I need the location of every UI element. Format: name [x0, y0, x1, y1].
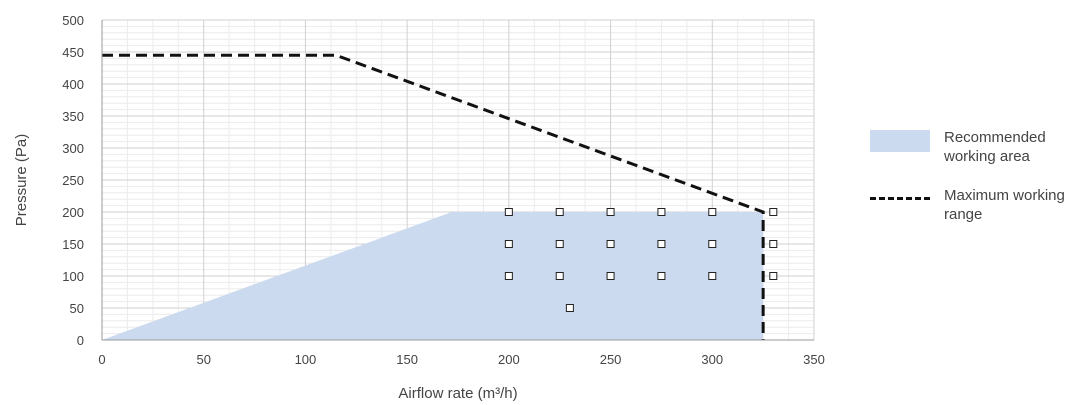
legend-swatch-dashed-line	[870, 186, 930, 208]
data-point-marker	[708, 240, 717, 248]
y-tick-label: 200	[62, 205, 84, 220]
data-point-marker	[657, 240, 666, 248]
y-axis-title: Pressure (Pa)	[13, 134, 30, 227]
maximum-working-range-line	[102, 53, 765, 340]
x-tick-label: 50	[196, 352, 210, 367]
data-point-marker	[606, 208, 615, 216]
data-point-marker	[708, 208, 717, 216]
data-point-marker	[504, 272, 513, 280]
data-point-marker	[555, 208, 564, 216]
legend-item-maximum-range: Maximum working range	[870, 186, 1075, 224]
y-tick-label: 100	[62, 269, 84, 284]
data-point-marker	[606, 240, 615, 248]
legend-item-recommended-area: Recommended working area	[870, 128, 1075, 166]
y-tick-label: 250	[62, 173, 84, 188]
y-tick-label: 300	[62, 141, 84, 156]
tick-labels: 0 50 100 150 200 250 300 350 0 50 100 150 200 250 300 3…	[62, 13, 825, 367]
x-tick-label: 300	[701, 352, 723, 367]
area-layer	[102, 212, 764, 340]
y-tick-label: 450	[62, 45, 84, 60]
data-point-marker	[769, 240, 778, 248]
y-tick-label: 50	[70, 301, 84, 316]
legend-label-area: Recommended working area	[944, 129, 1046, 165]
y-tick-label: 350	[62, 109, 84, 124]
y-tick-label: 150	[62, 237, 84, 252]
recommended-working-area	[102, 212, 764, 340]
y-tick-label: 400	[62, 77, 84, 92]
y-tick-label: 500	[62, 13, 84, 28]
legend-swatch-area	[870, 130, 930, 152]
x-tick-label: 150	[396, 352, 418, 367]
legend-label-line: Maximum working range	[944, 187, 1065, 223]
marker-layer	[504, 208, 778, 312]
data-point-marker	[657, 272, 666, 280]
data-point-marker	[504, 208, 513, 216]
x-tick-label: 200	[498, 352, 520, 367]
data-point-marker	[565, 304, 574, 312]
chart: 0 50 100 150 200 250 300 350 0 50 100 150 200 250 300 3…	[13, 13, 825, 402]
data-point-marker	[606, 272, 615, 280]
x-tick-label: 100	[295, 352, 317, 367]
data-point-marker	[555, 240, 564, 248]
legend: Recommended working area Maximum working…	[870, 128, 1075, 244]
y-tick-label: 0	[77, 333, 84, 348]
line-layer	[102, 53, 765, 340]
axes	[101, 20, 814, 341]
x-tick-label: 350	[803, 352, 825, 367]
x-tick-label: 250	[600, 352, 622, 367]
x-tick-label: 0	[98, 352, 105, 367]
x-axis-title: Airflow rate (m³/h)	[398, 385, 517, 402]
data-point-marker	[769, 208, 778, 216]
data-point-marker	[657, 208, 666, 216]
data-point-marker	[504, 240, 513, 248]
data-point-marker	[769, 272, 778, 280]
data-point-marker	[708, 272, 717, 280]
data-point-marker	[555, 272, 564, 280]
